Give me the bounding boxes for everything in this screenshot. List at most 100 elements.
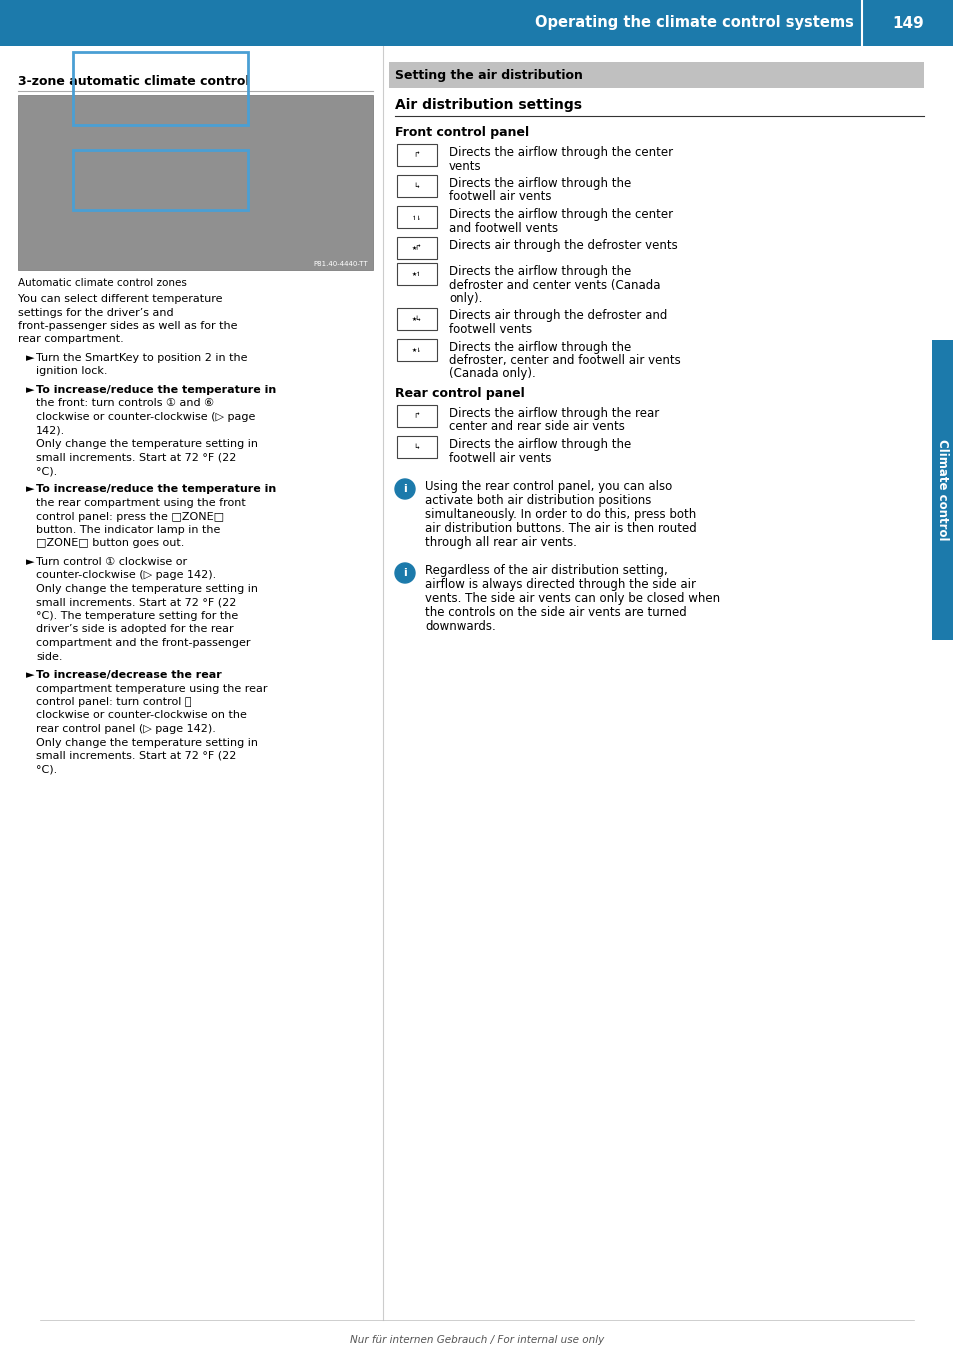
Text: compartment and the front-passenger: compartment and the front-passenger (36, 638, 251, 649)
Text: center and rear side air vents: center and rear side air vents (449, 421, 624, 433)
Bar (396, 263, 436, 284)
Text: ★↿: ★↿ (412, 269, 421, 279)
Text: Only change the temperature setting in: Only change the temperature setting in (36, 584, 257, 594)
Text: clockwise or counter-clockwise on the: clockwise or counter-clockwise on the (36, 711, 247, 720)
Text: control panel: turn control ⓶: control panel: turn control ⓶ (36, 697, 192, 707)
Text: ★↱: ★↱ (412, 244, 421, 252)
Text: Directs the airflow through the: Directs the airflow through the (449, 340, 631, 353)
Text: Turn control ① clockwise or: Turn control ① clockwise or (36, 556, 187, 567)
Text: settings for the driver’s and: settings for the driver’s and (18, 307, 173, 317)
Text: air distribution buttons. The air is then routed: air distribution buttons. The air is the… (424, 523, 696, 535)
Text: rear compartment.: rear compartment. (18, 334, 124, 344)
Text: Setting the air distribution: Setting the air distribution (395, 69, 582, 83)
Text: compartment temperature using the rear: compartment temperature using the rear (36, 684, 267, 693)
Text: footwell vents: footwell vents (449, 324, 532, 336)
Text: ►: ► (26, 670, 34, 680)
Bar (0, 0, 953, 46)
Text: footwell air vents: footwell air vents (449, 191, 551, 203)
Text: Nur für internen Gebrauch / For internal use only: Nur für internen Gebrauch / For internal… (350, 1335, 603, 1345)
Text: ↿⇂: ↿⇂ (412, 213, 421, 222)
Bar (73, 150, 248, 210)
Text: control panel: press the □ZONE□: control panel: press the □ZONE□ (36, 512, 224, 521)
Text: Directs the airflow through the rear: Directs the airflow through the rear (449, 408, 659, 420)
Text: Operating the climate control systems: Operating the climate control systems (535, 15, 853, 31)
Text: Turn the SmartKey to position 2 in the: Turn the SmartKey to position 2 in the (36, 353, 247, 363)
Text: the controls on the side air vents are turned: the controls on the side air vents are t… (424, 607, 686, 619)
Bar (396, 206, 436, 227)
Text: the front: turn controls ① and ⑥: the front: turn controls ① and ⑥ (36, 398, 213, 409)
Text: downwards.: downwards. (424, 620, 496, 634)
Text: front-passenger sides as well as for the: front-passenger sides as well as for the (18, 321, 237, 330)
Text: i: i (403, 567, 406, 578)
Text: vents: vents (449, 160, 481, 172)
Text: □ZONE□ button goes out.: □ZONE□ button goes out. (36, 539, 184, 548)
Text: Directs the airflow through the center: Directs the airflow through the center (449, 209, 673, 221)
Text: Directs the airflow through the: Directs the airflow through the (449, 177, 631, 190)
Text: Directs the airflow through the center: Directs the airflow through the center (449, 146, 673, 158)
Text: Only change the temperature setting in: Only change the temperature setting in (36, 439, 257, 450)
Text: ↱: ↱ (414, 412, 419, 421)
Text: 149: 149 (891, 15, 923, 31)
Bar (396, 144, 436, 167)
Text: small increments. Start at 72 °F (22: small increments. Start at 72 °F (22 (36, 751, 236, 761)
Text: You can select different temperature: You can select different temperature (18, 294, 222, 305)
Bar (396, 307, 436, 329)
Text: footwell air vents: footwell air vents (449, 451, 551, 464)
Text: ►: ► (26, 353, 34, 363)
Bar (396, 338, 436, 360)
Text: To increase/reduce the temperature in: To increase/reduce the temperature in (36, 485, 276, 494)
Text: Air distribution settings: Air distribution settings (395, 97, 581, 112)
Bar (396, 175, 436, 196)
Bar (73, 51, 248, 125)
Circle shape (395, 479, 415, 500)
Text: clockwise or counter-clockwise (▷ page: clockwise or counter-clockwise (▷ page (36, 412, 255, 422)
Text: small increments. Start at 72 °F (22: small increments. Start at 72 °F (22 (36, 452, 236, 463)
Bar (396, 237, 436, 259)
Text: the rear compartment using the front: the rear compartment using the front (36, 498, 246, 508)
Text: activate both air distribution positions: activate both air distribution positions (424, 494, 651, 506)
Text: airflow is always directed through the side air: airflow is always directed through the s… (424, 578, 696, 590)
Text: 142).: 142). (36, 425, 65, 436)
Text: To increase/reduce the temperature in: To increase/reduce the temperature in (36, 385, 276, 395)
Text: Automatic climate control zones: Automatic climate control zones (18, 278, 187, 288)
Text: To increase/decrease the rear: To increase/decrease the rear (36, 670, 221, 680)
Text: ↳: ↳ (414, 443, 419, 451)
Text: button. The indicator lamp in the: button. The indicator lamp in the (36, 525, 220, 535)
Text: P81.40-4440-TT: P81.40-4440-TT (313, 261, 368, 267)
Bar (389, 62, 923, 88)
Text: driver’s side is adopted for the rear: driver’s side is adopted for the rear (36, 624, 233, 635)
Text: through all rear air vents.: through all rear air vents. (424, 536, 577, 548)
Text: Front control panel: Front control panel (395, 126, 529, 139)
Circle shape (395, 563, 415, 584)
Text: ►: ► (26, 556, 34, 567)
Bar (18, 95, 373, 269)
Text: ►: ► (26, 485, 34, 494)
Text: side.: side. (36, 651, 63, 662)
Text: ignition lock.: ignition lock. (36, 367, 108, 376)
Text: vents. The side air vents can only be closed when: vents. The side air vents can only be cl… (424, 592, 720, 605)
Text: rear control panel (▷ page 142).: rear control panel (▷ page 142). (36, 724, 215, 734)
Text: only).: only). (449, 292, 482, 305)
Text: Directs air through the defroster vents: Directs air through the defroster vents (449, 240, 677, 252)
Text: Regardless of the air distribution setting,: Regardless of the air distribution setti… (424, 565, 667, 577)
Text: small increments. Start at 72 °F (22: small increments. Start at 72 °F (22 (36, 597, 236, 608)
Text: °C).: °C). (36, 466, 57, 477)
Text: °C). The temperature setting for the: °C). The temperature setting for the (36, 611, 238, 621)
Text: Using the rear control panel, you can also: Using the rear control panel, you can al… (424, 481, 672, 493)
Text: Only change the temperature setting in: Only change the temperature setting in (36, 738, 257, 747)
Bar (931, 340, 953, 640)
Text: Rear control panel: Rear control panel (395, 387, 524, 399)
Text: Directs the airflow through the: Directs the airflow through the (449, 437, 631, 451)
Text: ↳: ↳ (414, 181, 419, 191)
Text: 3-zone automatic climate control: 3-zone automatic climate control (18, 74, 250, 88)
Text: °C).: °C). (36, 765, 57, 774)
Text: defroster and center vents (Canada: defroster and center vents (Canada (449, 279, 659, 291)
Text: and footwell vents: and footwell vents (449, 222, 558, 234)
Bar (396, 405, 436, 427)
Text: ★↳: ★↳ (412, 314, 421, 324)
Text: simultaneously. In order to do this, press both: simultaneously. In order to do this, pre… (424, 508, 696, 521)
Text: Climate control: Climate control (936, 439, 948, 540)
Text: i: i (403, 483, 406, 494)
Text: defroster, center and footwell air vents: defroster, center and footwell air vents (449, 353, 680, 367)
Bar (396, 436, 436, 458)
